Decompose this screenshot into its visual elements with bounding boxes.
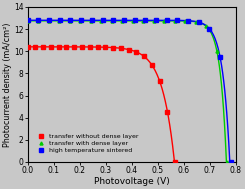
transfer without dense layer [127,48,130,51]
transfer without dense layer [65,46,68,48]
transfer with dense layer [121,20,124,22]
transfer with dense layer [142,20,145,22]
transfer with dense layer [163,20,166,22]
transfer without dense layer [158,80,161,82]
transfer without dense layer [119,47,122,49]
high temperature sintered [133,19,136,21]
transfer with dense layer [195,21,197,23]
high temperature sintered [90,19,93,21]
transfer with dense layer [131,20,134,22]
Line: transfer with dense layer: transfer with dense layer [26,19,229,163]
transfer without dense layer [174,161,177,163]
transfer without dense layer [34,46,37,48]
transfer without dense layer [81,46,84,48]
transfer without dense layer [135,51,138,53]
high temperature sintered [48,19,50,21]
high temperature sintered [101,19,104,21]
transfer without dense layer [49,46,52,48]
high temperature sintered [208,28,211,30]
transfer with dense layer [100,20,103,22]
high temperature sintered [187,19,190,22]
transfer without dense layer [88,46,91,48]
high temperature sintered [155,19,158,21]
high temperature sintered [165,19,168,21]
high temperature sintered [80,19,83,21]
transfer without dense layer [166,111,169,113]
transfer without dense layer [112,46,115,49]
transfer with dense layer [173,20,176,22]
high temperature sintered [176,19,179,22]
Legend: transfer without dense layer, transfer with dense layer, high temperature sinter: transfer without dense layer, transfer w… [33,132,141,156]
transfer with dense layer [184,20,187,22]
high temperature sintered [219,56,221,58]
high temperature sintered [58,19,61,21]
transfer with dense layer [152,20,155,22]
transfer with dense layer [110,20,113,22]
Y-axis label: Photocurrent density (mA/cm²): Photocurrent density (mA/cm²) [3,22,12,147]
high temperature sintered [37,19,40,21]
transfer with dense layer [215,50,218,52]
transfer with dense layer [47,20,50,22]
high temperature sintered [122,19,125,21]
transfer with dense layer [226,161,229,163]
transfer without dense layer [104,46,107,48]
transfer with dense layer [68,20,71,22]
transfer without dense layer [42,46,45,48]
transfer with dense layer [26,20,29,22]
high temperature sintered [229,161,232,163]
high temperature sintered [144,19,147,21]
transfer with dense layer [58,20,61,22]
X-axis label: Photovoltage (V): Photovoltage (V) [94,177,170,186]
transfer without dense layer [96,46,99,48]
high temperature sintered [197,21,200,23]
transfer with dense layer [89,20,92,22]
transfer without dense layer [26,46,29,48]
transfer without dense layer [150,64,153,66]
Line: transfer without dense layer: transfer without dense layer [26,45,177,163]
high temperature sintered [26,19,29,21]
transfer with dense layer [37,20,40,22]
high temperature sintered [69,19,72,21]
transfer with dense layer [79,20,82,22]
transfer with dense layer [205,25,208,28]
transfer without dense layer [143,55,146,58]
transfer without dense layer [73,46,76,48]
Line: high temperature sintered: high temperature sintered [26,19,232,163]
high temperature sintered [112,19,115,21]
transfer without dense layer [57,46,60,48]
